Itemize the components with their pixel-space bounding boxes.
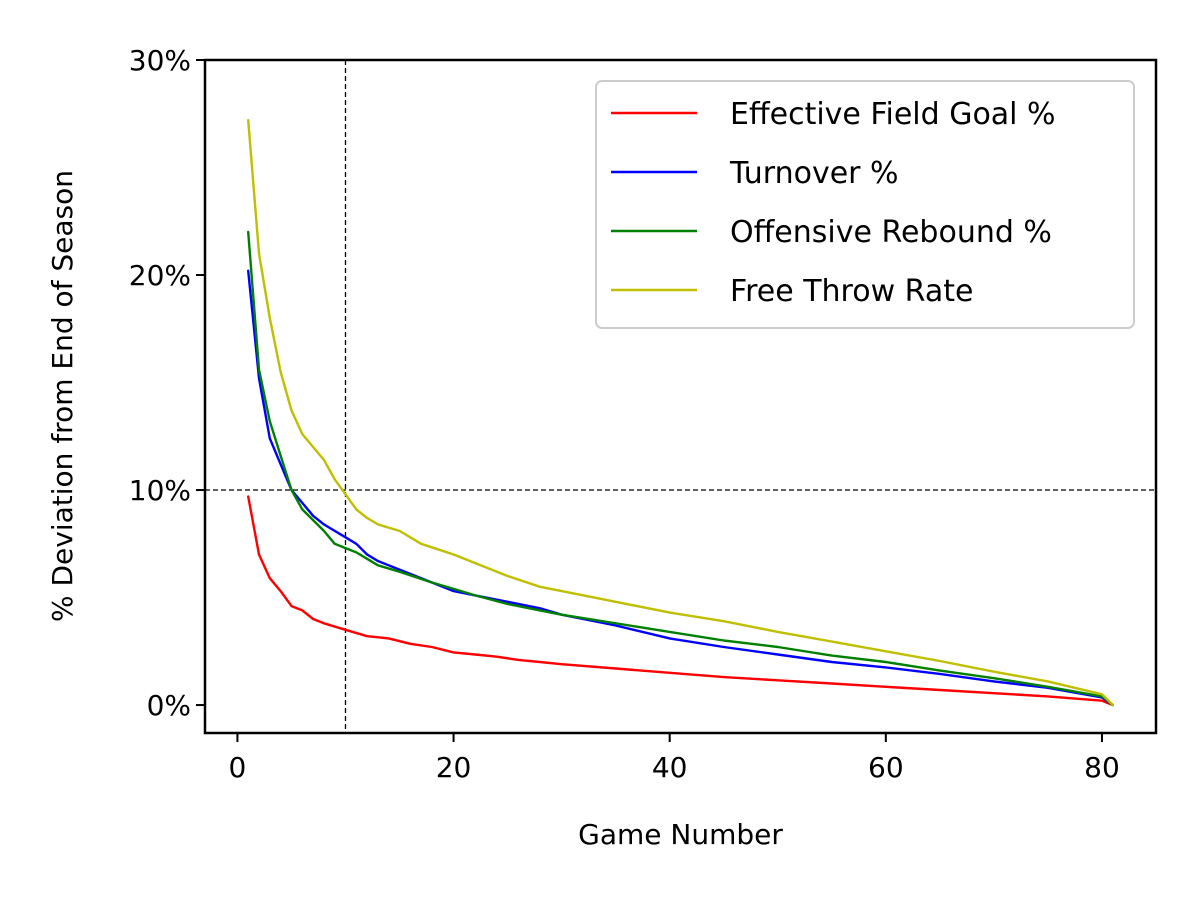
legend: Effective Field Goal % Turnover % Offensiv… [595, 80, 1135, 329]
legend-label: Effective Field Goal % [730, 97, 1056, 132]
legend-label: Turnover % [729, 156, 899, 191]
legend-label: Offensive Rebound % [730, 215, 1052, 250]
reference-lines [205, 60, 1156, 733]
y-axis-ticks: 0% 10% 20% 30% [129, 44, 205, 722]
y-tick-label: 0% [147, 689, 191, 722]
x-tick-label: 60 [868, 751, 904, 784]
x-axis-label: Game Number [578, 818, 783, 851]
plot-frame [203, 58, 1158, 735]
x-tick-label: 80 [1084, 751, 1120, 784]
x-tick-label: 0 [229, 751, 247, 784]
x-tick-label: 20 [436, 751, 472, 784]
x-axis-ticks: 0 20 40 60 80 [229, 733, 1120, 784]
y-axis-label: % Deviation from End of Season [46, 170, 79, 622]
series-line-offensive-rebound [247, 230, 1114, 707]
series-line-free-throw-rate [247, 119, 1114, 707]
series-lines [247, 119, 1114, 707]
y-tick-label: 10% [129, 474, 191, 507]
series-line-effective-field-goal [247, 495, 1114, 707]
y-tick-label: 20% [129, 259, 191, 292]
legend-label: Free Throw Rate [730, 274, 973, 309]
series-line-turnover [247, 269, 1114, 707]
legend-box [595, 80, 1135, 329]
y-tick-label: 30% [129, 44, 191, 77]
x-tick-label: 40 [652, 751, 688, 784]
